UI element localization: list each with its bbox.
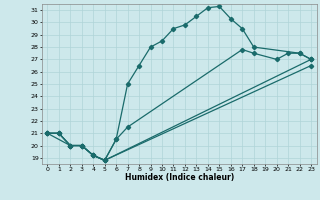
X-axis label: Humidex (Indice chaleur): Humidex (Indice chaleur) xyxy=(124,173,234,182)
